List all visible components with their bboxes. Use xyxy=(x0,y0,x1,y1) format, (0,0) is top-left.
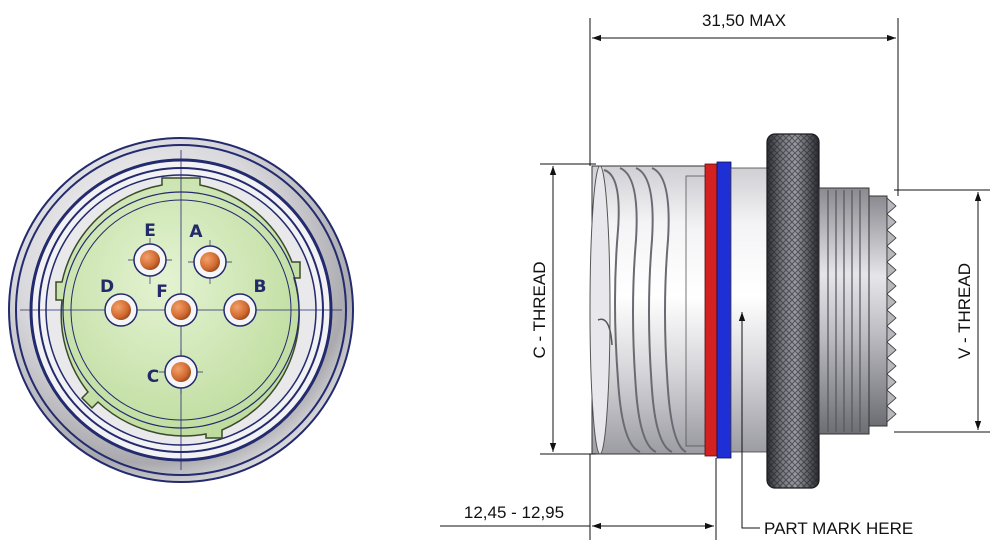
v-thread-label: V - THREAD xyxy=(955,263,974,359)
rear-serrations xyxy=(886,197,897,423)
pin-A: A xyxy=(188,222,232,284)
pin-label-A: A xyxy=(189,222,203,242)
dimension-labels: 31,50 MAX C - THREAD V - THREAD 12,45 - … xyxy=(464,11,974,538)
knurl-texture xyxy=(767,134,819,488)
overall-length-label: 31,50 MAX xyxy=(702,11,786,30)
barrel-face xyxy=(589,165,611,455)
rear-end xyxy=(868,195,888,427)
dimension-lines xyxy=(440,18,990,540)
thread-start xyxy=(597,318,613,346)
pin-label-E: E xyxy=(144,221,156,241)
pin-label-B: B xyxy=(254,277,267,297)
part-mark-callout: PART MARK HERE xyxy=(764,519,913,538)
side-view xyxy=(589,133,897,489)
front-face-view: A E D F B C xyxy=(8,137,354,483)
pin-label-C: C xyxy=(147,367,159,387)
front-threads xyxy=(603,167,687,453)
shell-ring-1 xyxy=(15,144,347,476)
pin-label-D: D xyxy=(100,277,114,297)
rear-threads xyxy=(827,190,861,432)
pin-E: E xyxy=(128,221,172,284)
pin-D: D xyxy=(100,277,138,327)
front-offset-label: 12,45 - 12,95 xyxy=(464,503,564,522)
pin-C: C xyxy=(147,350,203,394)
c-thread-label: C - THREAD xyxy=(530,262,549,359)
blue-band xyxy=(716,161,732,459)
pin-F: F xyxy=(156,282,198,327)
pin-B: B xyxy=(223,277,267,327)
red-band xyxy=(704,163,718,457)
pin-label-F: F xyxy=(156,282,168,302)
mid-body xyxy=(730,167,768,453)
